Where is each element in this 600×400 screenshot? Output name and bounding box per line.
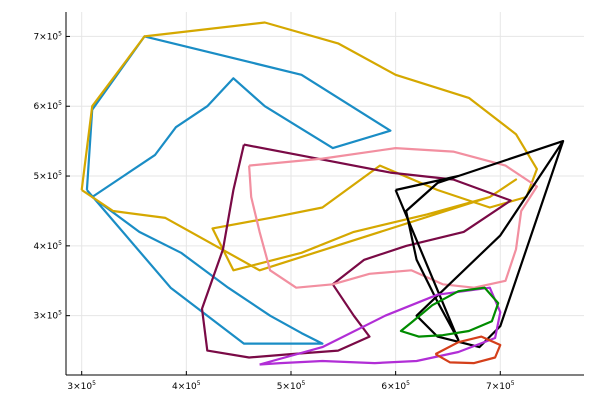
x-tick-label: 4×105 (172, 380, 201, 392)
x-tick-label: 5×105 (277, 380, 306, 392)
x-tick-label: 7×105 (486, 380, 515, 392)
x-tick-label: 3×105 (67, 380, 96, 392)
series-line-3 (200, 143, 512, 359)
series-line-1 (85, 35, 392, 345)
y-tick-label: 5×105 (33, 170, 62, 182)
series-line-6 (259, 286, 502, 366)
x-tick-label: 6×105 (381, 380, 410, 392)
series-line-2 (80, 21, 539, 272)
y-tick-label: 7×105 (33, 30, 62, 42)
series-line-4 (248, 147, 539, 289)
series-lines (80, 21, 565, 366)
y-tick-label: 4×105 (33, 240, 62, 252)
y-tick-labels: 3×105 4×105 5×105 6×105 7×105 (33, 30, 70, 322)
series-line-5 (394, 140, 565, 349)
x-tick-labels: 3×105 4×105 5×105 6×105 7×105 (67, 371, 515, 392)
grid-lines (66, 12, 584, 375)
y-tick-label: 6×105 (33, 100, 62, 112)
y-tick-label: 3×105 (33, 310, 62, 322)
axes (65, 12, 584, 376)
series-line-7 (399, 286, 500, 338)
series-line-8 (434, 335, 502, 365)
